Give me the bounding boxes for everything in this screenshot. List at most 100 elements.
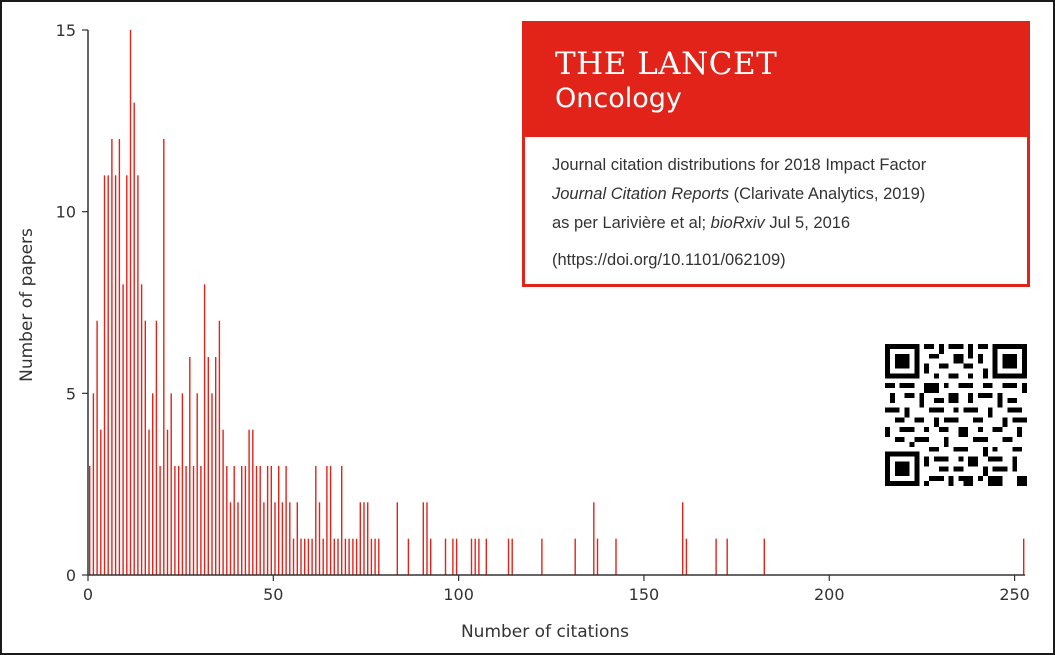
histogram-bar <box>348 538 350 575</box>
histogram-bar <box>215 357 217 575</box>
caption-line-2: Journal Citation Reports (Clarivate Anal… <box>552 180 1027 209</box>
y-tick-label: 5 <box>66 384 76 403</box>
histogram-bar <box>137 175 139 576</box>
histogram-bar <box>122 284 124 575</box>
histogram-bar <box>596 538 599 575</box>
histogram-bar <box>715 538 717 575</box>
histogram-bar <box>189 357 191 575</box>
histogram-bar <box>274 502 276 575</box>
histogram-bar <box>296 502 298 575</box>
histogram-bar <box>593 502 595 575</box>
x-tick-label: 150 <box>629 585 660 604</box>
y-tick-label: 15 <box>56 21 76 40</box>
histogram-bar <box>196 393 198 575</box>
histogram-bar <box>378 538 380 575</box>
y-tick-label: 0 <box>66 566 76 585</box>
histogram-bar <box>218 320 221 575</box>
caption-line-2-italic: Journal Citation Reports <box>552 185 730 203</box>
histogram-bar <box>355 538 358 575</box>
histogram-bar <box>244 466 247 575</box>
histogram-bar <box>259 466 261 575</box>
caption-line-3-italic: bioRxiv <box>710 214 765 232</box>
histogram-bar <box>255 466 258 575</box>
x-tick-label: 50 <box>263 585 283 604</box>
histogram-bar <box>126 175 128 576</box>
histogram-bar <box>370 538 373 575</box>
histogram-bar <box>155 320 158 575</box>
x-tick-label: 250 <box>999 585 1030 604</box>
histogram-bar <box>111 139 113 575</box>
histogram-bar <box>337 538 339 575</box>
histogram-bar <box>174 466 176 575</box>
histogram-bar <box>96 320 98 575</box>
histogram-bar <box>452 538 454 575</box>
histogram-bar <box>233 466 235 575</box>
histogram-bar <box>615 538 617 575</box>
histogram-bar <box>289 502 291 575</box>
histogram-bar <box>133 102 135 575</box>
histogram-bar <box>511 538 513 575</box>
histogram-bar <box>152 393 154 575</box>
y-axis-label: Number of papers <box>17 228 37 382</box>
histogram-bar <box>315 466 317 575</box>
histogram-bar <box>270 466 272 575</box>
x-tick-label: 0 <box>83 585 93 604</box>
histogram-bar <box>396 502 398 575</box>
x-tick-label: 100 <box>443 585 474 604</box>
histogram-bar <box>363 502 365 575</box>
x-ticks: 0 50 100 150 200 250 <box>83 575 1030 604</box>
qr-code-icon <box>885 344 1027 486</box>
histogram-bar <box>222 429 224 575</box>
histogram-bar <box>144 320 146 575</box>
histogram-bar <box>367 502 369 575</box>
y-tick-label: 10 <box>56 203 76 222</box>
histogram-bar <box>211 393 213 575</box>
journal-banner: THE LANCET Oncology <box>525 24 1027 137</box>
histogram-bar <box>100 429 102 575</box>
caption-line-1: Journal citation distributions for 2018 … <box>552 156 927 174</box>
histogram-bar <box>300 538 302 575</box>
histogram-bar <box>118 139 121 575</box>
histogram-bar <box>178 466 180 575</box>
histogram-bar <box>170 393 172 575</box>
caption-line-2-rest: (Clarivate Analytics, 2019) <box>729 185 926 203</box>
doi-link[interactable]: (https://doi.org/10.1101/062109) <box>552 251 786 269</box>
histogram-bar <box>333 538 335 575</box>
histogram-bar <box>266 466 269 575</box>
histogram-bar <box>541 538 543 575</box>
journal-title: THE LANCET <box>555 46 778 82</box>
histogram-bar <box>148 429 150 575</box>
histogram-bar <box>248 429 250 575</box>
histogram-bar <box>374 538 376 575</box>
histogram-bar <box>237 502 239 575</box>
histogram-bar <box>307 538 310 575</box>
histogram-bar <box>455 538 458 575</box>
histogram-bar <box>252 429 254 575</box>
histogram-bar <box>140 284 143 575</box>
histogram-bar <box>430 538 432 575</box>
histogram-bar <box>507 538 510 575</box>
histogram-bar <box>359 502 361 575</box>
histogram-bar <box>226 466 228 575</box>
histogram-bar <box>407 538 410 575</box>
histogram-bar <box>352 538 354 575</box>
caption-text: Journal citation distributions for 2018 … <box>525 137 1027 275</box>
histogram-bar <box>263 502 265 575</box>
histogram-bar <box>103 175 106 576</box>
histogram-bar <box>318 502 321 575</box>
histogram-bar <box>241 466 243 575</box>
histogram-bar <box>1023 538 1025 575</box>
histogram-bar <box>726 538 728 575</box>
histogram-bar <box>285 466 287 575</box>
histogram-bar <box>470 538 473 575</box>
histogram-bar <box>207 357 209 575</box>
histogram-bar <box>322 538 324 575</box>
histogram-bar <box>107 175 109 576</box>
histogram-bar <box>426 502 428 575</box>
histogram-bar <box>478 538 480 575</box>
histogram-bar <box>311 538 313 575</box>
histogram-bar <box>200 466 202 575</box>
x-axis-label: Number of citations <box>461 622 629 642</box>
histogram-bar <box>92 393 95 575</box>
